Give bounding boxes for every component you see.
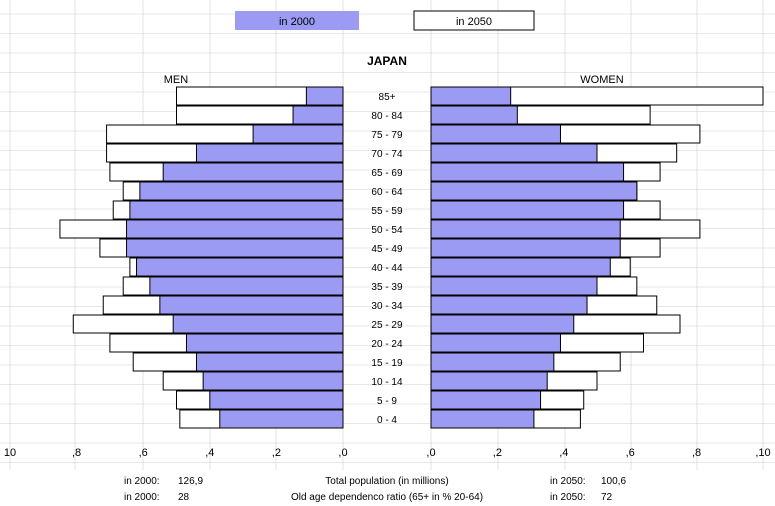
bar-men-2000 (209, 390, 344, 410)
bar-men-2000 (162, 162, 344, 182)
age-group-label: 5 - 9 (377, 396, 397, 407)
bar-women-2000 (430, 181, 638, 201)
age-group-label: 15 - 19 (371, 358, 403, 369)
bar-women-2000 (430, 162, 625, 182)
bar-men-2000 (185, 333, 344, 353)
x-tick-label-women: ,4 (559, 447, 568, 459)
x-tick-label-women: ,0 (426, 447, 435, 459)
age-group-label: 75 - 79 (371, 130, 403, 141)
bar-men-2000 (136, 257, 344, 277)
bar-women-2000 (430, 257, 611, 277)
age-group-labels: 85+ 80 - 84 75 - 79 70 - 74 65 - 69 60 - 64 55… (371, 92, 403, 426)
footer-ratio-2050-value: 72 (601, 492, 613, 503)
women-panel-label: WOMEN (580, 74, 623, 86)
bar-women-2000 (430, 295, 588, 315)
footer-ratio-2000-label: in 2000: (124, 492, 160, 503)
age-group-label: 60 - 64 (371, 187, 403, 198)
age-group-label: 40 - 44 (371, 263, 403, 274)
age-group-label: 0 - 4 (377, 415, 397, 426)
x-axis-ticks: 10 ,8 ,6 ,4 ,2 ,0 ,0 ,2 ,4 ,6 ,8 ,10 (4, 447, 771, 459)
bar-men-2000 (139, 181, 344, 201)
bar-women-2000 (430, 86, 512, 106)
age-group-label: 25 - 29 (371, 320, 403, 331)
bar-women-2000 (430, 333, 561, 353)
bar-women-2000 (430, 238, 621, 258)
x-tick-label-women: ,6 (626, 447, 635, 459)
bar-men-2000 (292, 105, 344, 125)
men-panel-label: MEN (164, 74, 189, 86)
age-group-label: 20 - 24 (371, 339, 403, 350)
bar-women-2000 (430, 105, 518, 125)
bar-women-2000 (430, 314, 575, 334)
bar-women-2000 (430, 124, 561, 144)
bar-men-2000 (252, 124, 344, 144)
legend-swatch-2050 (413, 10, 535, 31)
bar-women-2000 (430, 371, 548, 391)
bar-women-2000 (430, 352, 555, 372)
footer-ratio-caption: Old age dependenco ratio (65+ in % 20-64… (291, 492, 483, 503)
bar-women-2000 (430, 219, 621, 239)
footer-total-2000-label: in 2000: (124, 476, 160, 487)
x-tick-label-women: ,8 (692, 447, 701, 459)
footer-ratio-2000-value: 28 (178, 492, 190, 503)
footer-total-2000-value: 126,9 (178, 476, 203, 487)
age-group-label: 55 - 59 (371, 206, 403, 217)
bar-women-2000 (430, 143, 598, 163)
footer-total-caption: Total population (in millions) (325, 476, 448, 487)
footer-total-2050-label: in 2050: (550, 476, 586, 487)
x-tick-label-women: ,2 (493, 447, 502, 459)
bar-men-2000 (219, 409, 344, 429)
bar-men-2000 (172, 314, 344, 334)
age-group-label: 65 - 69 (371, 168, 403, 179)
x-tick-label-men: ,8 (72, 447, 81, 459)
x-tick-label-men: 10 (4, 447, 16, 459)
bar-women-2000 (430, 409, 535, 429)
bar-men-2000 (126, 238, 344, 258)
bar-men-2000 (305, 86, 344, 106)
x-tick-label-men: ,6 (139, 447, 148, 459)
bar-women-2000 (430, 200, 625, 220)
footer-total-2050-value: 100,6 (601, 476, 626, 487)
age-group-label: 30 - 34 (371, 301, 403, 312)
bar-men-2000 (159, 295, 344, 315)
chart-title: JAPAN (367, 54, 407, 68)
bar-men-2000 (149, 276, 344, 296)
x-tick-label-men: ,4 (205, 447, 214, 459)
bar-men-2000 (195, 143, 344, 163)
legend-label-2050: in 2050 (456, 16, 492, 28)
legend-label-2000: in 2000 (279, 16, 315, 28)
bar-men-2000 (129, 200, 344, 220)
bar-men-2000 (202, 371, 344, 391)
age-group-label: 50 - 54 (371, 225, 403, 236)
bar-men-2000 (195, 352, 344, 372)
x-tick-label-men: ,0 (338, 447, 347, 459)
legend-swatch-2000 (235, 11, 359, 30)
x-tick-label-men: ,2 (272, 447, 281, 459)
age-group-label: 80 - 84 (371, 111, 403, 122)
bar-men-2000 (126, 219, 344, 239)
age-group-label: 85+ (379, 92, 396, 103)
age-group-label: 70 - 74 (371, 149, 403, 160)
x-tick-label-women: ,10 (755, 447, 770, 459)
bar-women-2000 (430, 276, 598, 296)
age-group-label: 35 - 39 (371, 282, 403, 293)
bar-women-2000 (430, 390, 542, 410)
footer-ratio-2050-label: in 2050: (550, 492, 586, 503)
bars-group (59, 86, 764, 429)
age-group-label: 10 - 14 (371, 377, 403, 388)
age-group-label: 45 - 49 (371, 244, 403, 255)
